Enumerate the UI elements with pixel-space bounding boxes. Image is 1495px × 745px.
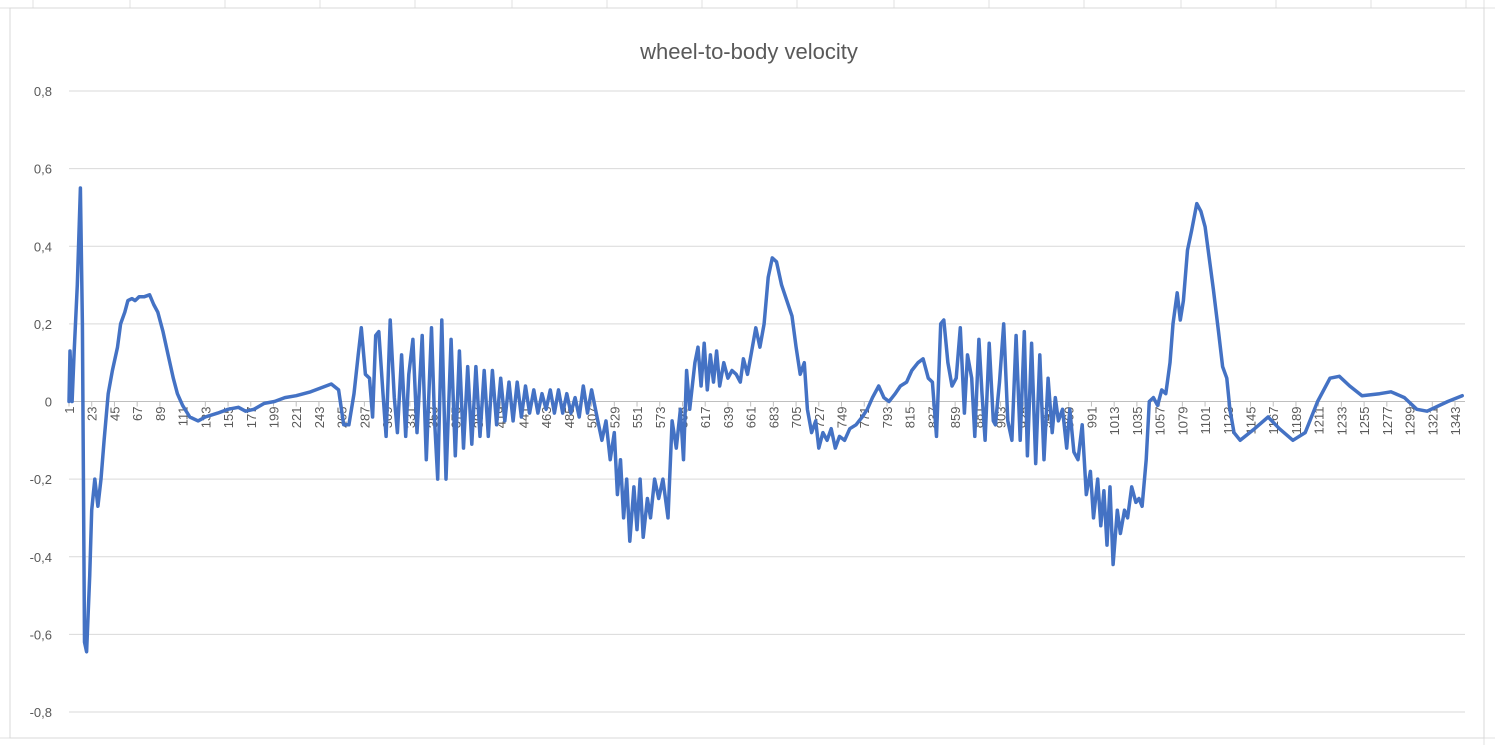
x-tick-label: 23 xyxy=(85,407,100,421)
x-tick-label: 661 xyxy=(744,407,759,429)
y-axis: -0,8 -0,6 -0,4 -0,2 0 0,2 0,4 0,6 0,8 xyxy=(30,84,52,720)
y-tick-label: 0,6 xyxy=(34,162,52,177)
x-tick-label: 683 xyxy=(766,407,781,429)
x-tick-label: 1057 xyxy=(1153,407,1168,436)
x-tick-label: 1035 xyxy=(1130,407,1145,436)
y-tick-label: -0,6 xyxy=(30,627,52,642)
x-tick-label: 89 xyxy=(153,407,168,421)
y-tick-label: 0 xyxy=(45,395,52,410)
x-tick-label: 287 xyxy=(357,407,372,429)
x-tick-label: 1013 xyxy=(1107,407,1122,436)
x-tick-label: 991 xyxy=(1084,407,1099,429)
y-tick-label: 0,2 xyxy=(34,317,52,332)
x-tick-label: 1 xyxy=(62,407,77,414)
y-tick-label: -0,4 xyxy=(30,550,52,565)
x-tick-label: 573 xyxy=(653,407,668,429)
x-tick-label: 485 xyxy=(562,407,577,429)
x-tick-label: 793 xyxy=(880,407,895,429)
data-line xyxy=(67,186,1464,654)
x-tick-label: 529 xyxy=(607,407,622,429)
x-tick-label: 1343 xyxy=(1448,407,1463,436)
x-tick-label: 639 xyxy=(721,407,736,429)
x-tick-label: 45 xyxy=(107,407,122,421)
x-tick-label: 771 xyxy=(857,407,872,429)
x-tick-label: 1211 xyxy=(1312,407,1327,435)
y-tick-label: -0,2 xyxy=(30,472,52,487)
x-tick-label: 749 xyxy=(835,407,850,429)
x-tick-label: 1255 xyxy=(1357,407,1372,436)
x-tick-label: 1079 xyxy=(1175,407,1190,436)
y-tick-label: -0,8 xyxy=(30,705,52,720)
grid xyxy=(69,90,1465,713)
y-tick-label: 0,4 xyxy=(34,239,52,254)
x-tick-label: 221 xyxy=(289,407,304,429)
x-tick-label: 1277 xyxy=(1380,407,1395,436)
x-tick-label: 243 xyxy=(312,407,327,429)
x-tick-label: 815 xyxy=(903,407,918,429)
x-tick-label: 1299 xyxy=(1403,407,1418,436)
x-tick-label: 859 xyxy=(948,407,963,429)
x-tick-label: 1233 xyxy=(1334,407,1349,436)
x-tick-label: 551 xyxy=(630,407,645,429)
x-tick-label: 1321 xyxy=(1425,407,1440,436)
x-tick-label: 1101 xyxy=(1198,407,1213,435)
y-tick-label: 0,8 xyxy=(34,84,52,99)
x-tick-label: 1189 xyxy=(1289,407,1304,435)
chart-title: wheel-to-body velocity xyxy=(639,39,858,64)
x-tick-label: 67 xyxy=(130,407,145,421)
x-tick-label: 705 xyxy=(789,407,804,429)
x-tick-label: 199 xyxy=(266,407,281,429)
plot xyxy=(67,186,1464,654)
x-tick-label: 463 xyxy=(539,407,554,429)
x-tick-label: 617 xyxy=(698,407,713,429)
